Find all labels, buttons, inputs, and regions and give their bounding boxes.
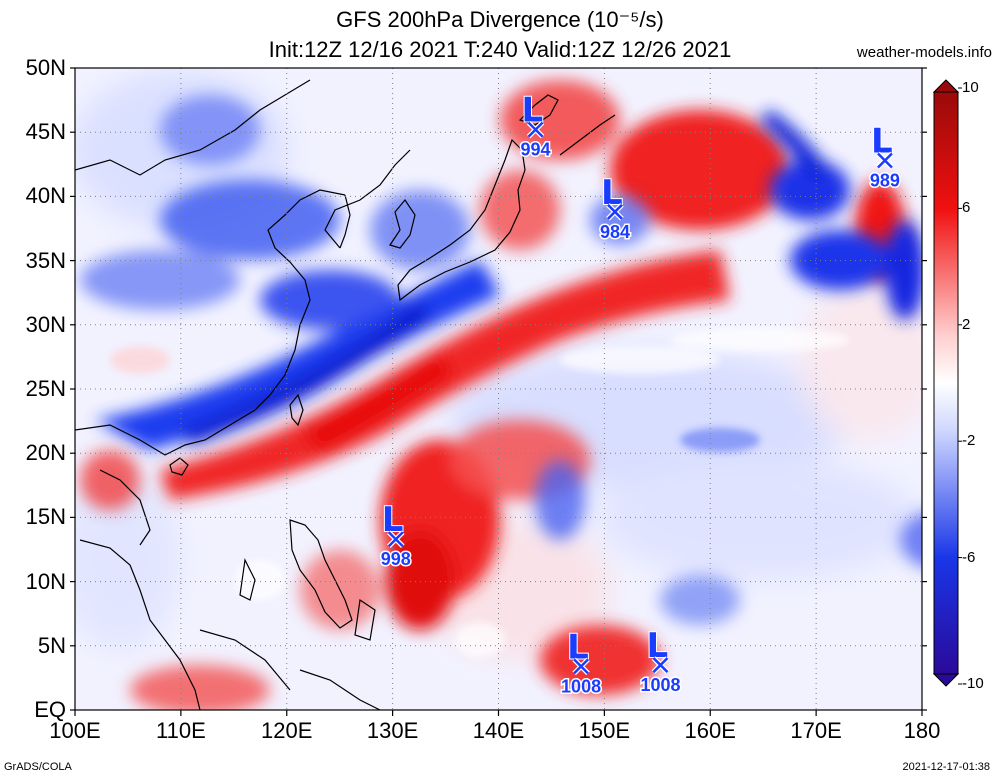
low-letter: L xyxy=(382,500,404,540)
colorbar-tick-label: 6 xyxy=(962,199,971,217)
low-pressure-value: 1008 xyxy=(640,675,680,695)
low-marker: L 994 xyxy=(519,90,552,162)
axis-ticks xyxy=(70,67,927,716)
low-letter: L xyxy=(601,173,623,213)
colorbar-tick-label: 10 xyxy=(962,79,979,96)
lat-label: 30N xyxy=(25,311,66,337)
low-marker: L 989 xyxy=(868,120,901,192)
lat-label: 20N xyxy=(25,440,66,466)
lon-label: 150E xyxy=(578,718,631,743)
low-cross xyxy=(652,657,669,673)
software-credit: GrADS/COLA xyxy=(4,761,72,773)
lon-label: 130E xyxy=(366,718,419,743)
colorbar xyxy=(932,79,962,687)
colorbar-tick-label: -6 xyxy=(962,548,976,566)
low-cross xyxy=(527,121,544,138)
low-marker: L 1008 xyxy=(560,626,603,698)
low-cross xyxy=(607,203,623,220)
lon-label: 120E xyxy=(261,718,313,743)
lat-label: 35N xyxy=(25,247,66,273)
low-marker: L 998 xyxy=(379,499,412,571)
lon-label: 100E xyxy=(49,718,101,743)
low-pressure-value: 989 xyxy=(870,170,900,190)
colorbar-top-arrow xyxy=(932,79,960,93)
gridlines xyxy=(75,68,922,710)
lon-label: 110E xyxy=(156,718,206,743)
colorbar-tick-label: -2 xyxy=(962,432,976,450)
low-cross xyxy=(387,531,404,548)
divergence-field xyxy=(75,68,922,710)
low-letter: L xyxy=(567,627,589,667)
lat-label: 40N xyxy=(25,183,66,209)
low-cross xyxy=(877,152,893,169)
low-pressure-markers: L 994 L 984 L 989 L 998 L 1008 L 1008 xyxy=(379,90,901,698)
chart-title: GFS 200hPa Divergence (10⁻⁵/s) xyxy=(336,7,664,32)
lat-label: 25N xyxy=(25,376,66,401)
low-letter: L xyxy=(522,91,544,131)
lon-label: 160E xyxy=(684,718,736,743)
lat-label: 15N xyxy=(25,504,66,530)
lat-label: 5N xyxy=(37,632,66,658)
lat-label: 50N xyxy=(25,55,66,80)
colorbar-bottom-arrow xyxy=(932,673,960,687)
coastlines xyxy=(75,79,616,710)
low-pressure-value: 1008 xyxy=(561,676,601,696)
site-label: weather-models.info xyxy=(856,44,992,61)
low-marker: L 984 xyxy=(598,172,631,244)
colorbar-tick-label: 2 xyxy=(962,315,971,333)
low-pressure-value: 994 xyxy=(521,140,551,160)
low-letter: L xyxy=(646,626,668,666)
colorbar-tick-label: -10 xyxy=(962,675,984,692)
chart-subtitle: Init:12Z 12/16 2021 T:240 Valid:12Z 12/2… xyxy=(268,37,732,62)
lat-label: 45N xyxy=(25,119,66,145)
low-pressure-value: 984 xyxy=(600,222,630,242)
lon-label: 180 xyxy=(903,718,941,743)
colorbar-scale xyxy=(933,91,959,675)
lon-label: 140E xyxy=(472,718,525,743)
render-timestamp: 2021-12-17-01:38 xyxy=(902,761,990,773)
lon-label: 170E xyxy=(790,718,842,743)
lat-label: EQ xyxy=(34,697,66,722)
low-cross xyxy=(573,658,589,675)
low-pressure-value: 998 xyxy=(381,549,411,569)
low-marker: L 1008 xyxy=(639,625,682,697)
low-letter: L xyxy=(871,121,893,161)
lat-label: 10N xyxy=(25,568,66,594)
